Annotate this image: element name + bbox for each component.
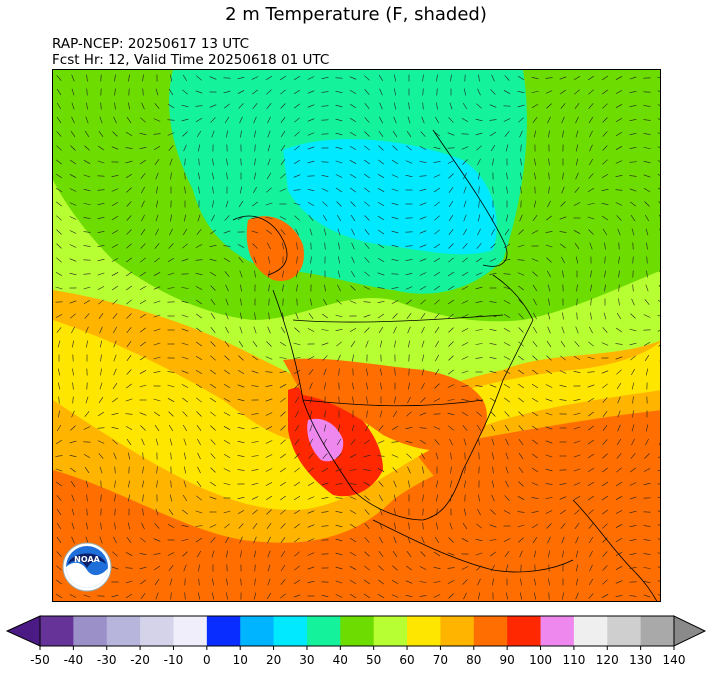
noaa-logo-text: NOAA — [74, 555, 100, 564]
forecast-valid-label: Fcst Hr: 12, Valid Time 20250618 01 UTC — [52, 52, 330, 68]
colorbar-swatch — [106, 616, 141, 646]
wind-barbs — [55, 74, 660, 600]
colorbar-tick-label: 90 — [500, 653, 515, 667]
colorbar-swatch — [507, 616, 542, 646]
colorbar-swatch — [40, 616, 74, 646]
field-60s — [53, 320, 660, 510]
colorbar-over-arrow — [673, 615, 707, 647]
colorbar-swatch — [306, 616, 341, 646]
map-title: 2 m Temperature (F, shaded) — [225, 4, 487, 25]
colorbar-swatch — [340, 616, 375, 646]
colorbar-swatch — [140, 616, 174, 646]
colorbar-swatch — [640, 616, 675, 646]
colorbar-tick-label: 40 — [333, 653, 348, 667]
colorbar-tick-label: 80 — [466, 653, 481, 667]
colorbar-tick-label: 60 — [399, 653, 414, 667]
colorbar-tick-label: -40 — [64, 653, 84, 667]
temperature-field — [53, 70, 660, 601]
colorbar-swatch — [540, 616, 575, 646]
field-100s — [307, 418, 344, 462]
colorbar-tick-label: 30 — [299, 653, 314, 667]
field-20s — [283, 139, 497, 255]
colorbar-swatch — [473, 616, 508, 646]
colorbar-tick-label: 0 — [203, 653, 211, 667]
colorbar-swatch — [607, 616, 642, 646]
colorbar-tick-label: 70 — [433, 653, 448, 667]
colorbar-tick-label: 50 — [366, 653, 381, 667]
field-80s-land — [283, 358, 487, 452]
colorbar-tick-label: -30 — [97, 653, 117, 667]
colorbar-tick-label: 120 — [596, 653, 619, 667]
colorbar-swatch — [573, 616, 608, 646]
colorbar-swatch — [373, 616, 408, 646]
coastlines — [232, 129, 658, 601]
colorbar-under-arrow — [5, 615, 41, 647]
colorbar-swatch — [240, 616, 275, 646]
temperature-colorbar: -50 -40 -30 -20 -10 0 10 20 30 40 50 60 70 80 90 100 110… — [5, 615, 707, 667]
colorbar-swatch — [173, 616, 208, 646]
temperature-map[interactable] — [52, 69, 661, 602]
colorbar-tick-label: -20 — [130, 653, 150, 667]
model-run-label: RAP-NCEP: 20250617 13 UTC — [52, 36, 250, 52]
noaa-logo: NOAA — [62, 542, 112, 592]
colorbar-swatch — [206, 616, 241, 646]
field-80s-atlantic — [413, 410, 660, 503]
colorbar-tick-label: 20 — [266, 653, 281, 667]
colorbar-tick-label: -10 — [164, 653, 184, 667]
colorbar-tick-label: 140 — [663, 653, 686, 667]
colorbar-tick-label: 110 — [562, 653, 585, 667]
colorbar-tick-label: 10 — [233, 653, 248, 667]
colorbar-swatch — [73, 616, 108, 646]
colorbar-tick-label: -50 — [30, 653, 50, 667]
colorbar-tick-label: 100 — [529, 653, 552, 667]
colorbar-tick-label: 130 — [629, 653, 652, 667]
colorbar-swatch — [440, 616, 475, 646]
colorbar-swatch — [273, 616, 308, 646]
colorbar-swatch — [407, 616, 441, 646]
